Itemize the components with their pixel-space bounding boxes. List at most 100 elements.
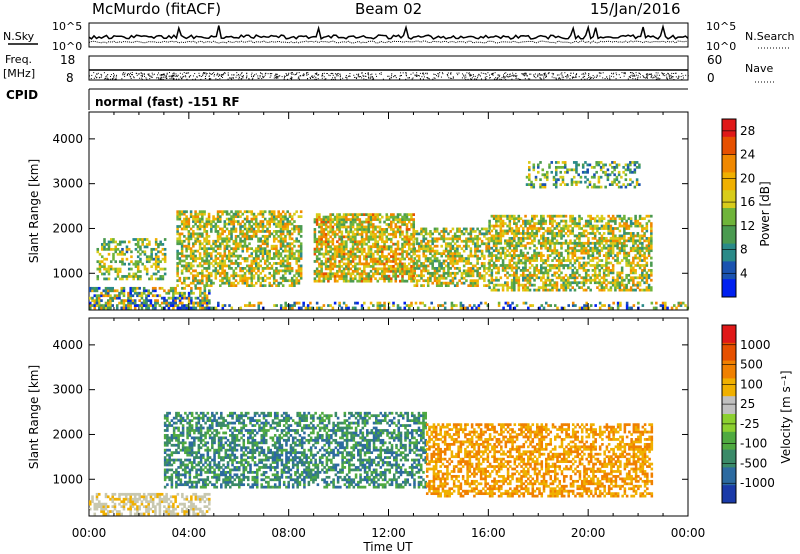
heatmap-cell xyxy=(363,301,366,305)
nave-dot xyxy=(371,76,373,78)
nave-dot xyxy=(621,72,623,74)
heatmap-cell xyxy=(232,215,236,219)
heatmap-cell xyxy=(517,276,521,280)
heatmap-cell xyxy=(342,218,346,221)
heatmap-cell xyxy=(347,252,350,256)
heatmap-cell xyxy=(557,234,561,238)
heatmap-cell xyxy=(159,243,162,246)
heatmap-cell xyxy=(542,273,545,277)
heatmap-cell xyxy=(324,260,328,263)
heatmap-cell xyxy=(183,286,186,290)
heatmap-cell xyxy=(510,256,514,260)
heatmap-cell xyxy=(432,306,436,310)
heatmap-cell xyxy=(95,304,99,307)
heatmap-cell xyxy=(225,279,229,283)
heatmap-cell xyxy=(150,247,153,251)
heatmap-cell xyxy=(625,301,629,305)
heatmap-cell xyxy=(201,296,204,300)
heatmap-cell xyxy=(116,243,120,246)
heatmap-cell xyxy=(342,213,346,217)
heatmap-cell xyxy=(524,273,527,277)
heatmap-cell xyxy=(564,249,568,253)
heatmap-cell xyxy=(172,301,175,305)
heatmap-cell xyxy=(553,264,557,267)
heatmap-cell xyxy=(387,274,391,278)
heatmap-cell xyxy=(329,257,332,261)
heatmap-cell xyxy=(469,284,473,288)
heatmap-cell xyxy=(245,237,249,241)
heatmap-cell xyxy=(508,266,512,270)
heatmap-cell xyxy=(533,227,536,230)
heatmap-cell xyxy=(504,273,507,277)
heatmap-cell xyxy=(462,232,466,236)
heatmap-cell xyxy=(270,264,274,268)
heatmap-cell xyxy=(167,304,171,307)
heatmap-cell xyxy=(351,277,355,281)
heatmap-cell xyxy=(360,277,364,281)
heatmap-cell xyxy=(533,217,536,221)
heatmap-cell xyxy=(571,214,574,218)
heatmap-cell xyxy=(451,281,455,285)
heatmap-cell xyxy=(378,232,382,236)
heatmap-cell xyxy=(329,264,332,268)
heatmap-cell xyxy=(216,210,220,214)
nave-dot xyxy=(332,73,334,75)
heatmap-cell xyxy=(109,301,112,305)
heatmap-cell xyxy=(178,257,182,260)
heatmap-cell xyxy=(407,235,411,239)
heatmap-cell xyxy=(584,276,588,280)
heatmap-cell xyxy=(219,279,222,283)
heatmap-cell xyxy=(447,264,450,268)
heatmap-cell xyxy=(136,270,140,273)
heatmap-cell xyxy=(403,215,407,219)
heatmap-cell xyxy=(488,246,491,250)
heatmap-cell xyxy=(531,256,534,260)
nave-dot xyxy=(223,73,225,75)
heatmap-cell xyxy=(216,234,220,238)
heatmap-cell xyxy=(431,259,434,263)
heatmap-cell xyxy=(185,215,188,219)
heatmap-cell xyxy=(121,240,124,244)
heatmap-cell xyxy=(114,240,118,244)
heatmap-cell xyxy=(286,257,289,260)
heatmap-cell xyxy=(147,306,150,310)
heatmap-cell xyxy=(483,262,486,265)
nave-dot xyxy=(680,76,682,78)
heatmap-cell xyxy=(369,230,373,234)
heatmap-cell xyxy=(410,274,413,278)
nave-dot xyxy=(668,74,670,76)
nave-dot xyxy=(627,78,629,80)
heatmap-cell xyxy=(451,244,455,248)
heatmap-cell xyxy=(243,276,247,280)
heatmap-cell xyxy=(497,266,500,270)
heatmap-cell xyxy=(216,237,220,241)
heatmap-cell xyxy=(266,259,269,263)
heatmap-cell xyxy=(571,227,574,230)
heatmap-cell xyxy=(259,276,263,280)
heatmap-cell xyxy=(578,236,581,240)
nave-dot xyxy=(645,73,647,75)
nave-dot xyxy=(405,75,407,77)
nave-dot xyxy=(368,76,370,78)
heatmap-cell xyxy=(176,269,179,273)
heatmap-cell xyxy=(401,257,404,261)
heatmap-cell xyxy=(207,247,211,251)
nave-dot xyxy=(405,78,407,80)
heatmap-cell xyxy=(560,306,564,310)
heatmap-cell xyxy=(562,266,566,270)
heatmap-cell xyxy=(185,264,188,268)
heatmap-cell xyxy=(490,254,494,257)
heatmap-cell xyxy=(331,230,335,234)
nave-dot xyxy=(159,74,161,76)
nave-dot xyxy=(188,72,190,74)
heatmap-cell xyxy=(542,261,545,265)
heatmap-cell xyxy=(194,222,197,226)
heatmap-cell xyxy=(435,281,439,285)
heatmap-cell xyxy=(228,230,231,233)
heatmap-cell xyxy=(422,227,425,231)
heatmap-cell xyxy=(444,254,448,258)
heatmap-cell xyxy=(569,281,572,285)
nave-dot xyxy=(231,77,233,79)
heatmap-cell xyxy=(407,274,411,278)
heatmap-cell xyxy=(232,230,236,233)
